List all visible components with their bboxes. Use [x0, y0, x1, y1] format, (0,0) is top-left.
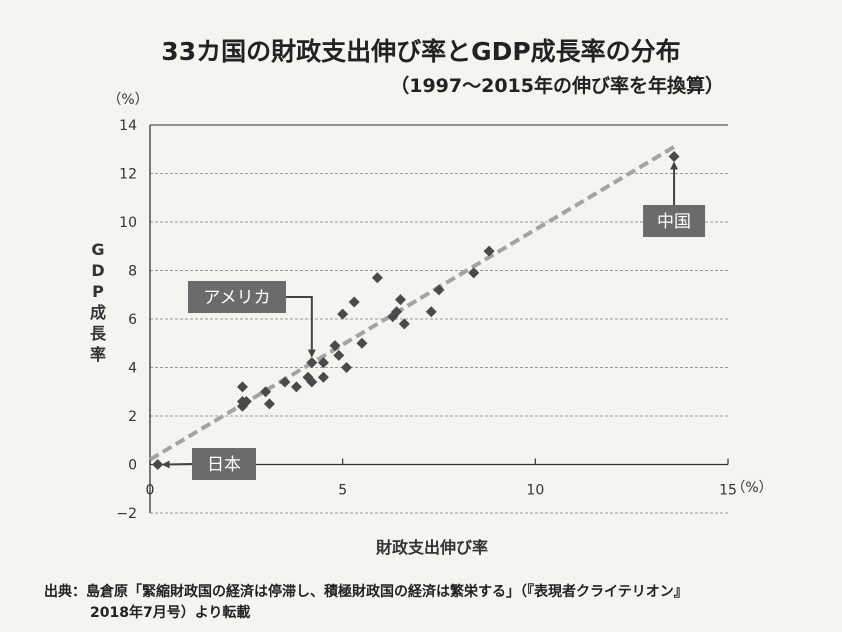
y-axis-label: G D P 成長率	[90, 240, 107, 364]
x-tick-label: 15	[719, 483, 737, 499]
data-point	[306, 376, 318, 388]
y-tick-label: 12	[119, 167, 137, 183]
x-axis-unit: （%）	[731, 480, 772, 496]
y-tick-label: 14	[119, 118, 137, 134]
data-point	[468, 267, 480, 279]
annotation-label: 中国	[657, 212, 691, 232]
data-point	[433, 284, 445, 296]
annotation-label: アメリカ	[203, 288, 270, 308]
data-point	[240, 395, 252, 407]
chart-subtitle: （1997〜2015年の伸び率を年換算）	[390, 75, 724, 97]
y-tick-label: 8	[128, 264, 137, 280]
data-point	[348, 296, 360, 308]
data-point	[483, 245, 495, 257]
data-point	[371, 272, 383, 284]
y-axis-unit: （%）	[107, 92, 148, 108]
data-point	[263, 398, 275, 410]
annotation-arrow	[161, 460, 193, 469]
x-tick-label: 10	[526, 483, 544, 499]
chart-title: 33カ国の財政支出伸び率とGDP成長率の分布	[161, 37, 681, 66]
trend-line-group	[148, 145, 676, 462]
data-points	[152, 151, 680, 470]
data-point	[394, 294, 406, 306]
data-point	[236, 381, 248, 393]
y-tick-label: 6	[128, 312, 137, 328]
annotation-box	[192, 448, 256, 480]
data-point	[668, 151, 680, 163]
data-point	[260, 386, 272, 398]
data-point	[290, 381, 302, 393]
footer-line-2: 2018年7月号）より転載	[90, 605, 251, 621]
data-point	[333, 349, 345, 361]
x-axis-label: 財政支出伸び率	[376, 538, 488, 557]
y-tick-label: 4	[128, 361, 137, 377]
data-point	[425, 306, 437, 318]
data-point	[356, 337, 368, 349]
trend-line	[148, 145, 676, 462]
data-point	[152, 459, 164, 470]
data-point	[329, 340, 341, 352]
source-footer: 出典：島倉原「緊縮財政国の経済は停滞し、積極財政国の経済は繁栄する」（『表現者ク…	[44, 582, 688, 624]
data-point	[317, 357, 329, 369]
y-tick-label: 10	[119, 215, 137, 231]
data-point	[391, 306, 403, 318]
annotation-box	[188, 281, 286, 313]
data-point	[398, 318, 410, 330]
data-point	[306, 357, 318, 369]
annotation-box	[643, 205, 706, 237]
data-point	[317, 371, 329, 383]
x-tick-label: 0	[146, 483, 155, 499]
data-point	[279, 376, 291, 388]
y-tick-label: 2	[128, 409, 137, 425]
y-tick-label: −2	[116, 506, 137, 522]
y-tick-label: 0	[128, 458, 137, 474]
data-point	[337, 308, 349, 320]
annotation-arrow	[286, 296, 316, 358]
data-point	[341, 362, 353, 373]
x-tick-label: 5	[338, 483, 347, 499]
footer-line-1: 出典：島倉原「緊縮財政国の経済は停滞し、積極財政国の経済は繁栄する」（『表現者ク…	[44, 584, 688, 600]
tick-labels: −2 0 2 4 6 8 10 12 14 0 5 10 15	[116, 118, 737, 522]
annotation-label: 日本	[207, 455, 241, 475]
